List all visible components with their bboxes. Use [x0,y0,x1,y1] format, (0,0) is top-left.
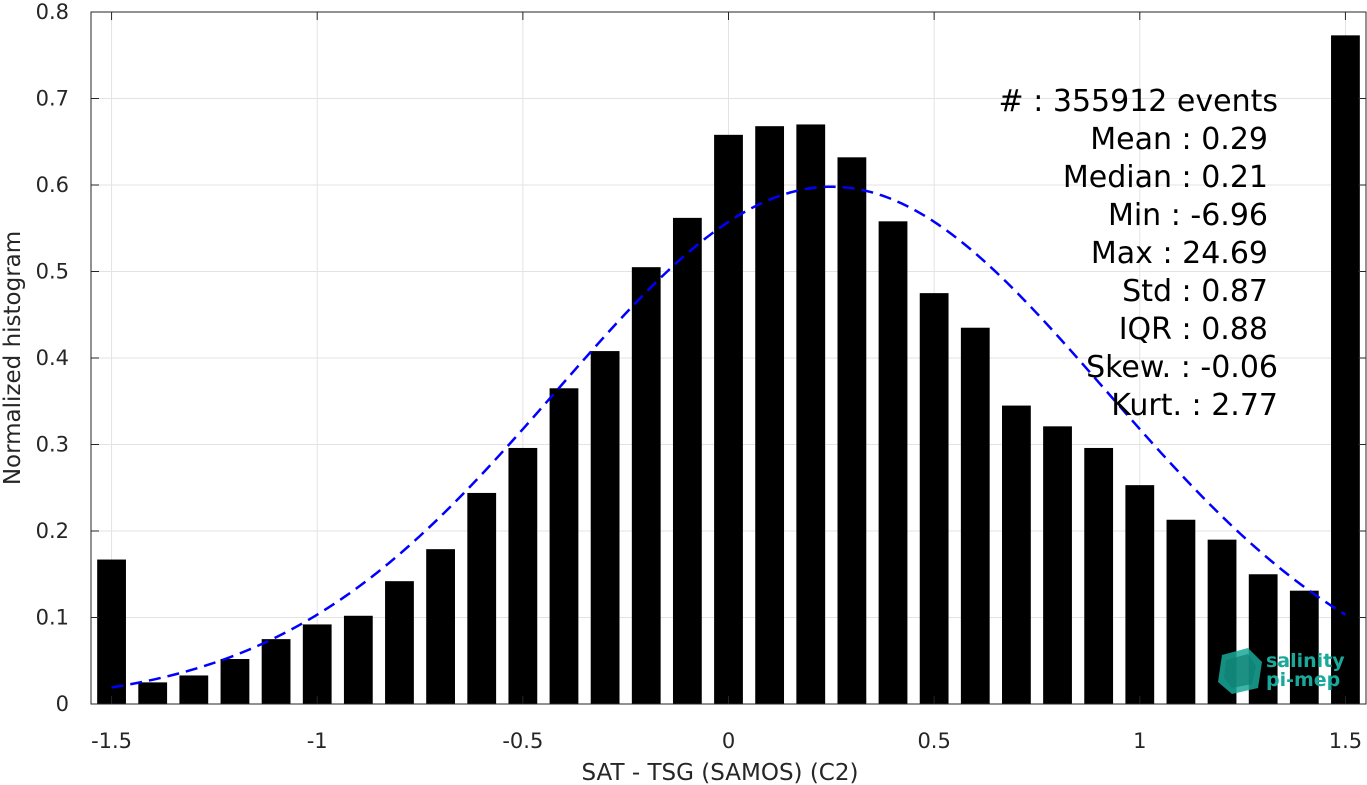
bar [631,267,661,704]
stat-kurt: Kurt. : 2.77 [1111,388,1278,423]
bar [796,124,826,704]
statistics-annotation: # : 355912 events Mean : 0.29 Median : 0… [999,84,1278,423]
bar [1125,485,1155,704]
bar [179,675,209,704]
x-tick-label: 0 [722,729,735,753]
bar [1084,447,1114,704]
x-tick-label: 1.5 [1329,729,1362,753]
bar [261,639,291,704]
x-tick-label: -1.5 [91,729,132,753]
y-axis-ticks: 0 0.1 0.2 0.3 0.4 0.5 0.6 0.7 0.8 [36,0,1366,716]
bar [138,682,168,704]
bar [672,217,702,704]
bar [1289,590,1319,704]
bar [1166,519,1196,704]
logo-line2: pi-mep [1266,669,1340,691]
bar [426,549,455,704]
y-tick-label: 0.7 [36,87,69,111]
normal-fit-curve [111,185,1347,689]
logo-cube-shade-icon [1224,654,1256,688]
bar [385,581,414,704]
bar [508,447,538,704]
bar [220,659,250,704]
y-tick-label: 0.3 [36,433,69,457]
y-tick-label: 0.2 [36,519,69,543]
bar [549,388,579,704]
bar [1331,35,1360,705]
bar-series [97,35,1360,705]
bar [467,492,497,704]
y-axis-title: Normalized histogram [0,231,26,485]
y-tick-label: 0.1 [36,606,69,630]
bar [878,221,908,704]
x-axis-title: SAT - TSG (SAMOS) (C2) [582,760,859,785]
y-tick-label: 0.5 [36,260,69,284]
bar [97,559,126,704]
stat-count: # : 355912 events [999,84,1278,119]
salinity-pi-mep-logo: salinity pi-mep [1218,648,1345,694]
stat-median: Median : 0.21 [1063,160,1268,195]
bar [590,351,620,704]
y-tick-label: 0 [56,692,69,716]
logo-line1: salinity [1266,650,1345,672]
stat-mean: Mean : 0.29 [1090,122,1268,157]
x-axis-ticks: -1.5 -1 -0.5 0 0.5 1 1.5 [91,12,1362,753]
bar [1002,405,1031,704]
y-tick-label: 0.4 [36,346,69,370]
stat-max: Max : 24.69 [1091,236,1268,271]
bar [755,126,785,705]
y-tick-label: 0.6 [36,173,69,197]
stat-skew: Skew. : -0.06 [1086,350,1278,385]
x-tick-label: -1 [307,729,328,753]
x-tick-label: -0.5 [502,729,543,753]
stat-min: Min : -6.96 [1108,198,1268,233]
bar [837,157,867,704]
x-tick-label: 1 [1133,729,1146,753]
stat-iqr: IQR : 0.88 [1119,312,1268,347]
x-tick-label: 0.5 [917,729,950,753]
bar [343,615,373,704]
y-tick-label: 0.8 [36,0,69,24]
bar [302,624,332,704]
bar [960,327,990,704]
bar [919,293,949,704]
stat-std: Std : 0.87 [1122,274,1268,309]
bar [1043,426,1072,704]
bar [714,134,743,704]
